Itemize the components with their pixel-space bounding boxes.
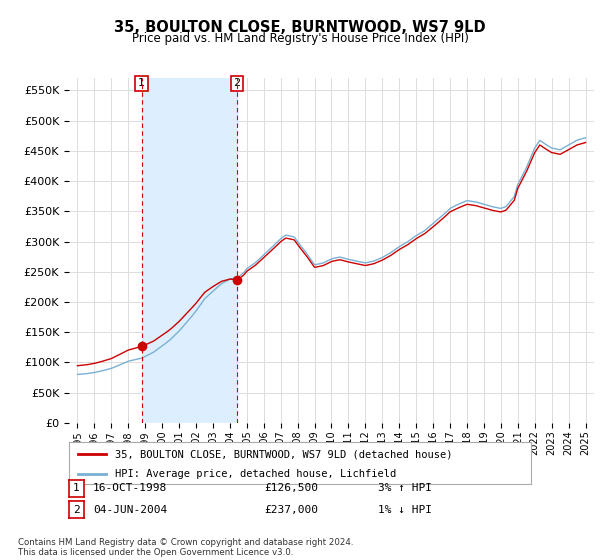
Text: 35, BOULTON CLOSE, BURNTWOOD, WS7 9LD (detached house): 35, BOULTON CLOSE, BURNTWOOD, WS7 9LD (d… xyxy=(115,449,453,459)
Text: 35, BOULTON CLOSE, BURNTWOOD, WS7 9LD: 35, BOULTON CLOSE, BURNTWOOD, WS7 9LD xyxy=(114,20,486,35)
Text: Price paid vs. HM Land Registry's House Price Index (HPI): Price paid vs. HM Land Registry's House … xyxy=(131,32,469,45)
Text: 3% ↑ HPI: 3% ↑ HPI xyxy=(378,483,432,493)
Text: 1: 1 xyxy=(138,78,145,88)
Text: 2: 2 xyxy=(73,505,80,515)
Text: 1: 1 xyxy=(73,483,80,493)
Text: 04-JUN-2004: 04-JUN-2004 xyxy=(93,505,167,515)
Text: 16-OCT-1998: 16-OCT-1998 xyxy=(93,483,167,493)
Text: HPI: Average price, detached house, Lichfield: HPI: Average price, detached house, Lich… xyxy=(115,469,397,479)
Text: Contains HM Land Registry data © Crown copyright and database right 2024.
This d: Contains HM Land Registry data © Crown c… xyxy=(18,538,353,557)
Text: 2: 2 xyxy=(233,78,241,88)
Text: £126,500: £126,500 xyxy=(264,483,318,493)
Text: £237,000: £237,000 xyxy=(264,505,318,515)
Text: 1% ↓ HPI: 1% ↓ HPI xyxy=(378,505,432,515)
Bar xyxy=(142,78,237,423)
